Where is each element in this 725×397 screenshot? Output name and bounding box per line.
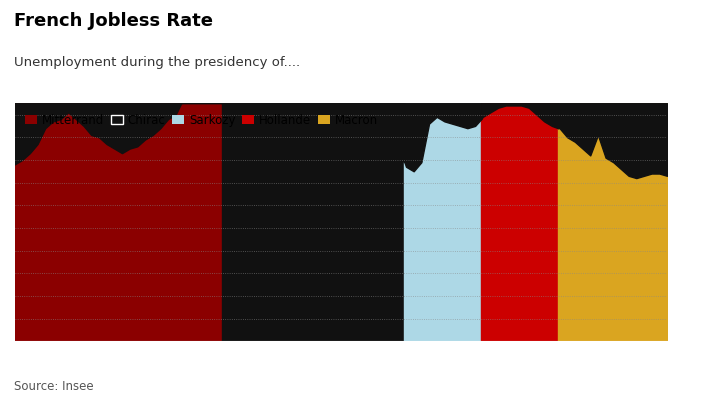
Legend: Mitterrand, Chirac, Sarkozy, Hollande, Macron: Mitterrand, Chirac, Sarkozy, Hollande, M… [20, 109, 383, 131]
Text: French Jobless Rate: French Jobless Rate [14, 12, 213, 30]
Text: Unemployment during the presidency of....: Unemployment during the presidency of...… [14, 56, 301, 69]
Text: Source: Insee: Source: Insee [14, 380, 94, 393]
